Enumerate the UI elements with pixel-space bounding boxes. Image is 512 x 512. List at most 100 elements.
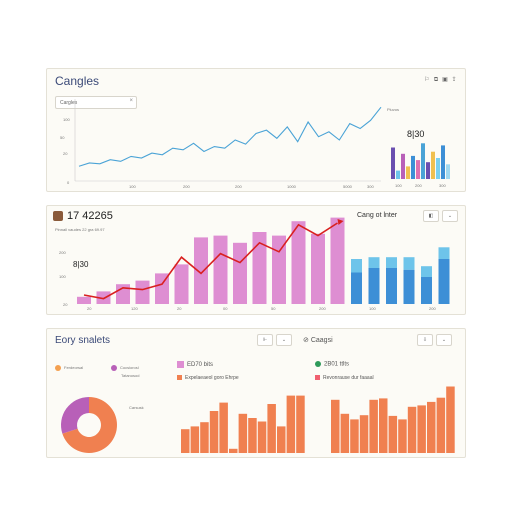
mini-chart-label: Pluvos — [387, 107, 400, 112]
pink-bar — [194, 237, 208, 304]
y-tick: 100 — [59, 274, 66, 279]
combo-chart — [77, 217, 450, 304]
x-tick: 200 — [319, 306, 326, 311]
orange-bar — [359, 415, 369, 453]
orange-bar — [388, 415, 398, 453]
stacked-bar-bottom — [438, 259, 450, 304]
copy-icon[interactable]: ⧉ — [433, 77, 439, 83]
legend-label: Expelaeaeol goro Ehrpe — [185, 375, 239, 381]
mini-bar — [436, 158, 440, 179]
side-value: 8|30 — [73, 260, 89, 269]
metrics-panel: 17 42265 Pinnall vaudes 22 gra 69.97 8|3… — [46, 205, 466, 315]
x-tick: 20 — [87, 306, 92, 311]
arrow-head — [337, 219, 344, 225]
x-tick: 200 — [415, 183, 422, 188]
orange-bar — [181, 429, 190, 453]
legend-label: Revonrause dur faaaal — [323, 375, 374, 381]
x-tick: 20 — [177, 306, 182, 311]
y-tick: 50 — [60, 135, 65, 140]
mini-bar — [421, 143, 425, 179]
analytics-panel: Eory snalets ⊩ ⌄ ⊘ Caagsi ⇩ ⌄ Ferdeorsal… — [46, 328, 466, 458]
donut-slice — [61, 397, 89, 434]
mini-bar — [411, 155, 415, 179]
y-tick: 0 — [67, 180, 70, 185]
orange-bar — [436, 397, 446, 453]
y-tick: 200 — [59, 250, 66, 255]
filter-button[interactable]: ⊩ — [257, 334, 273, 346]
mini-bar — [401, 153, 405, 179]
stacked-bar-bottom — [403, 269, 415, 304]
mini-bar — [441, 145, 445, 179]
chart-button[interactable]: ◧ — [423, 210, 439, 222]
share-icon[interactable]: ⇪ — [451, 77, 457, 83]
avatar — [53, 211, 63, 221]
orange-bar — [248, 418, 257, 453]
save-icon[interactable]: ▣ — [442, 77, 448, 83]
pink-bar — [252, 232, 267, 304]
x-tick: 5000 — [343, 184, 352, 189]
mini-chart-value: 8|30 — [407, 129, 425, 139]
donut-label: Carsusk — [129, 405, 144, 410]
pink-bar — [77, 296, 91, 304]
legend-label: ED70 bits — [187, 362, 214, 369]
stacked-bar-bottom — [386, 268, 397, 304]
x-tick: 00 — [223, 306, 228, 311]
mini-bar — [396, 170, 400, 179]
x-tick: 300 — [367, 184, 374, 189]
series-line — [78, 106, 382, 167]
pink-bar — [213, 235, 228, 304]
panel-title: Eory snalets — [55, 335, 111, 346]
stacked-bar-bottom — [368, 268, 380, 304]
donut-slice — [62, 397, 117, 453]
x-tick: 300 — [439, 183, 446, 188]
orange-bar — [331, 399, 340, 453]
download-icon[interactable]: ⇩ — [417, 334, 433, 346]
orange-bar — [446, 386, 455, 453]
close-icon[interactable]: × — [129, 98, 133, 104]
chevron-down-icon[interactable]: ⌄ — [276, 334, 292, 346]
legend-item: Revonrause dur faaaal — [315, 375, 374, 381]
chevron-down-icon[interactable]: ⌄ — [436, 334, 452, 346]
legend-item: Expelaeaeol goro Ehrpe — [177, 375, 239, 381]
panel-title: Cangles — [55, 74, 100, 88]
pink-bar — [330, 217, 345, 304]
search-input[interactable]: Cargles × — [55, 96, 137, 109]
orange-bar — [190, 426, 200, 453]
orange-bar — [277, 426, 286, 453]
x-tick: 100 — [395, 183, 402, 188]
section-label: Cang ot lnter — [357, 212, 398, 219]
orange-bar — [350, 419, 359, 453]
flag-icon[interactable]: ⚐ — [424, 77, 430, 83]
y-tick: 20 — [63, 151, 68, 156]
x-tick: 200 — [429, 306, 436, 311]
orange-bar — [267, 404, 276, 453]
search-label[interactable]: ⊘ Caagsi — [303, 336, 333, 344]
mini-bar — [426, 162, 430, 179]
stacked-bar-top — [368, 257, 380, 268]
orange-bar — [379, 398, 388, 453]
mini-bar — [406, 166, 410, 179]
orange-bar — [340, 413, 350, 453]
orange-bar — [229, 448, 238, 453]
orange-bar — [417, 405, 426, 453]
orange-bar — [219, 402, 228, 453]
x-tick: 200 — [235, 184, 242, 189]
donut-chart — [61, 397, 117, 453]
line-chart — [74, 99, 382, 182]
mini-bar — [391, 147, 395, 179]
metric-subtitle: Pinnall vaudes 22 gra 69.97 — [55, 227, 105, 232]
legend-label: Ferdeorsal — [64, 365, 84, 371]
y-tick: 100 — [63, 117, 70, 122]
mini-bar — [431, 151, 435, 179]
legend-label: 2B01 ttlts — [324, 361, 350, 368]
orange-bar — [398, 419, 407, 453]
orange-bar — [427, 401, 436, 453]
orange-bar — [286, 395, 296, 453]
x-tick: 120 — [131, 306, 138, 311]
chevron-down-icon[interactable]: ⌄ — [442, 210, 458, 222]
pink-bar — [272, 235, 286, 304]
panel-toolbar-right: ⇩ ⌄ — [417, 334, 452, 346]
panel-toolbar: ⊩ ⌄ — [257, 334, 292, 346]
orange-bar — [257, 421, 267, 453]
pink-bar — [311, 233, 325, 304]
